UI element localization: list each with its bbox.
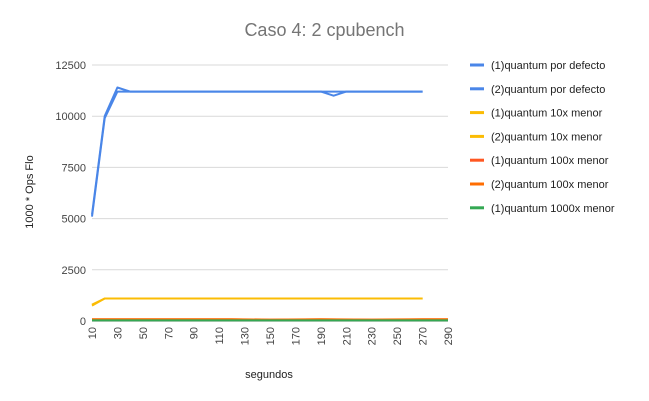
legend-label: (2)quantum por defecto <box>491 84 605 96</box>
series-lines <box>91 86 448 322</box>
x-tick-label: 10 <box>87 327 99 339</box>
x-tick-label: 230 <box>367 327 379 345</box>
legend-label: (2)quantum 100x menor <box>491 179 609 191</box>
x-tick-label: 290 <box>443 327 455 345</box>
legend-label: (1)quantum 1000x menor <box>491 203 615 215</box>
gridlines <box>92 64 448 322</box>
series-line-4 <box>91 297 423 306</box>
x-tick-label: 270 <box>418 327 430 345</box>
x-axis-title: segundos <box>245 369 293 381</box>
x-tick-label: 130 <box>240 327 252 345</box>
series-line-3 <box>91 297 423 307</box>
y-tick-label: 12500 <box>55 60 86 72</box>
chart-title: Caso 4: 2 cpubench <box>244 20 405 40</box>
legend-label: (2)quantum 10x menor <box>491 131 603 143</box>
y-axis-title: 1000 * Ops Flo <box>24 155 36 228</box>
x-tick-label: 150 <box>265 327 277 345</box>
x-tick-label: 110 <box>214 327 226 345</box>
x-tick-label: 90 <box>189 327 201 339</box>
y-tick-label: 5000 <box>62 214 86 226</box>
legend-label: (1)quantum 100x menor <box>491 155 609 167</box>
x-tick-label: 30 <box>112 327 124 339</box>
y-tick-label: 10000 <box>55 111 86 123</box>
legend-label: (1)quantum por defecto <box>491 60 605 72</box>
series-line-1 <box>91 90 423 217</box>
y-tick-label: 0 <box>80 316 86 328</box>
x-tick-label: 190 <box>316 327 328 345</box>
series-line-2 <box>91 86 423 215</box>
x-tick-label: 170 <box>290 327 302 345</box>
legend: (1)quantum por defecto (2)quantum por def… <box>470 60 615 215</box>
legend-label: (1)quantum 10x menor <box>491 108 603 120</box>
x-tick-label: 210 <box>341 327 353 345</box>
x-tick-label: 250 <box>392 327 404 345</box>
y-tick-label: 7500 <box>62 162 86 174</box>
axes: 0 2500 5000 7500 10000 12500 10 30 50 70 90 110 130 1… <box>55 60 455 345</box>
x-tick-label: 50 <box>138 327 150 339</box>
x-tick-label: 70 <box>163 327 175 339</box>
y-tick-label: 2500 <box>62 265 86 277</box>
